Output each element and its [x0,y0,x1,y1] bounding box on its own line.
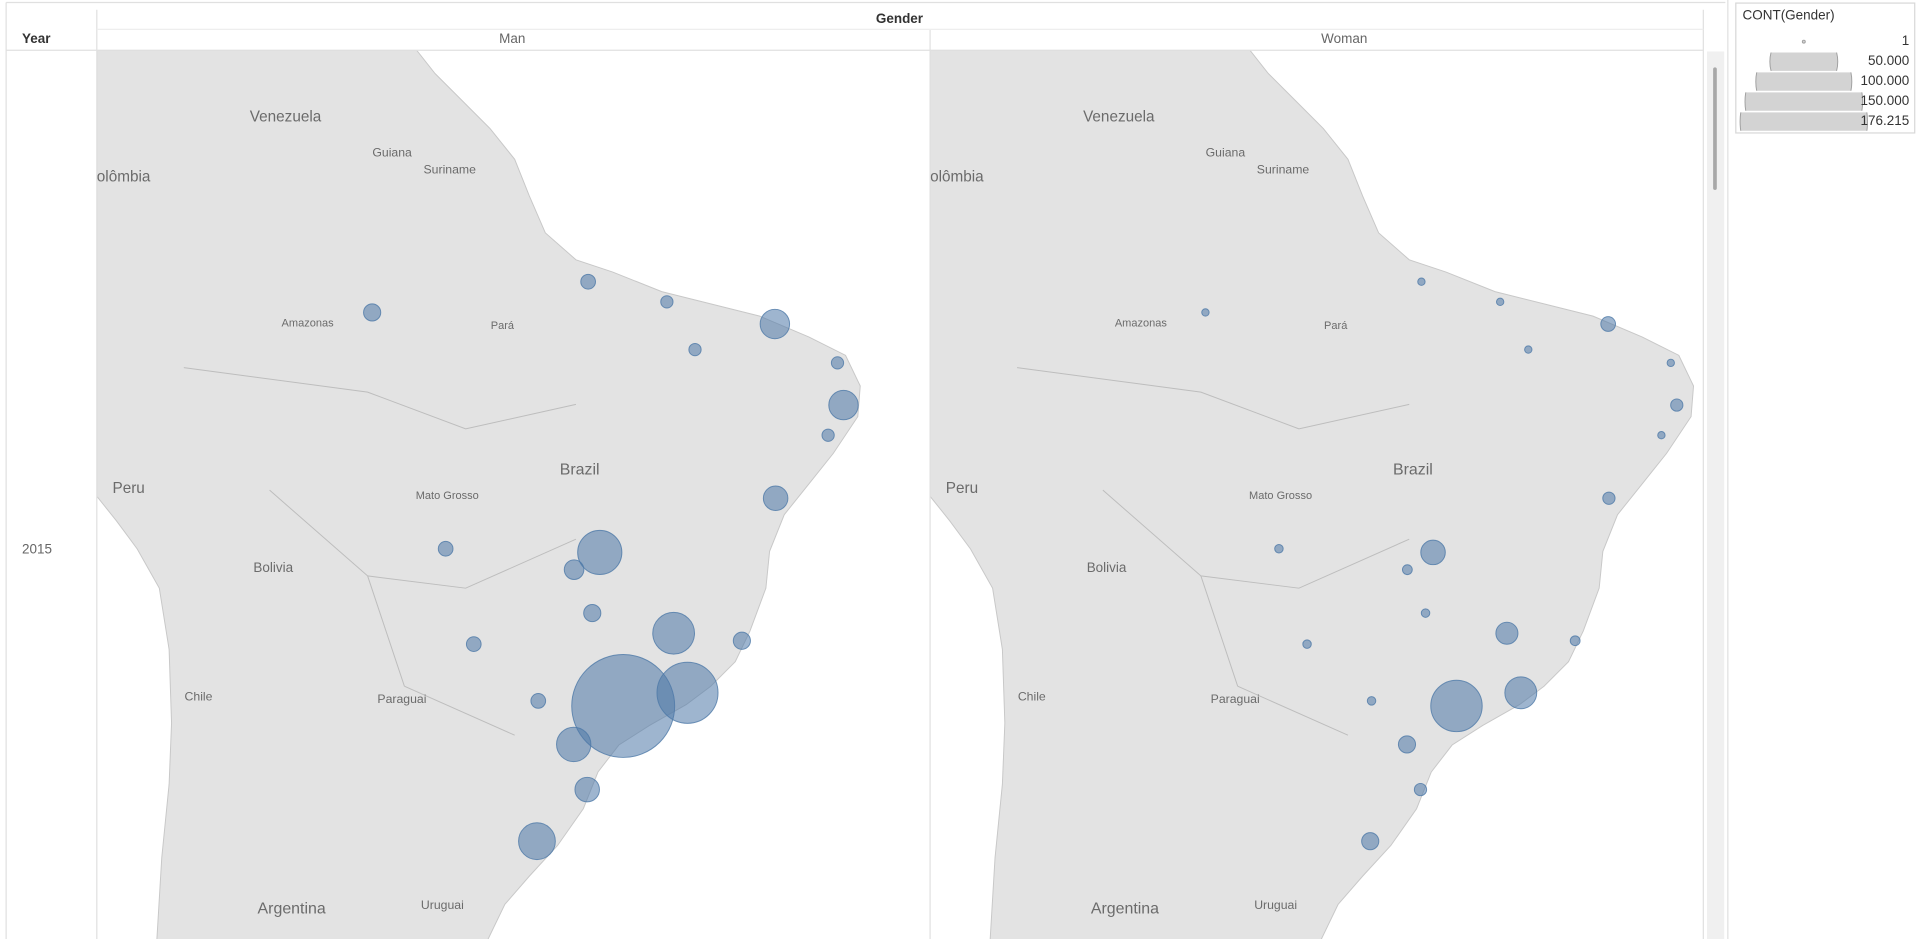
bubble [1420,539,1446,566]
map-label: Chile [1018,689,1046,703]
map-woman [930,50,1704,939]
legend-size-label: 176.215 [1861,113,1910,128]
bubble [1600,316,1617,332]
map-label: Brazil [1393,462,1433,479]
bubble [688,342,702,357]
map-label: olômbia [97,169,151,186]
map-label: Uruguai [421,898,464,912]
map-label: Chile [185,689,213,703]
bubble [1524,345,1533,354]
bubble [530,693,547,709]
bubble [656,661,719,724]
map-label: Suriname [1257,163,1310,177]
map-label: Pará [1324,320,1348,332]
bubble [363,303,382,322]
legend-size-mark [1801,39,1806,44]
map-man [96,50,931,939]
bubble [828,389,859,421]
bubble [563,559,585,580]
map-label: Bolivia [1087,560,1127,575]
map-label: Suriname [424,163,477,177]
legend-size-mark [1744,92,1864,111]
scrollbar-track[interactable] [1707,51,1725,939]
bubble [574,776,600,803]
column-header: Man [499,31,525,46]
bubble [1274,544,1284,554]
map-marks: Venezuela olômbia Guiana Suriname Amazonas Pa… [97,109,1684,917]
legend-size-label: 1 [1902,33,1910,48]
legend-size-mark [1769,52,1839,71]
bubble [821,428,835,442]
bubble [1361,832,1380,851]
map-label: Guiana [1206,145,1246,159]
map-label: olômbia [930,169,984,186]
bubble [583,604,602,623]
bubble [1417,277,1426,286]
legend-size-mark [1755,72,1853,91]
map-label: Brazil [560,462,600,479]
legend-size-label: 150.000 [1861,93,1910,108]
bubble [1302,639,1312,649]
bubble [652,611,696,655]
bubble [518,822,556,861]
map-label: Venezuela [1083,109,1155,126]
bubble [759,308,791,340]
column-field: Gender [876,11,924,26]
map-label: Pará [491,320,515,332]
bubble [580,273,596,290]
map-label: Paraguai [1211,692,1260,706]
bubble [1397,735,1417,754]
legend-size-label: 50.000 [1868,53,1909,68]
bubble [465,636,482,652]
row-field: Year [22,31,51,46]
legend-title: CONT(Gender) [1743,7,1835,22]
map-label: Amazonas [282,317,335,329]
map-label: Venezuela [250,109,322,126]
bubble [1569,635,1581,647]
map-label: Mato Grosso [1249,490,1312,502]
map-label: Argentina [1091,900,1159,917]
map-label: Argentina [258,900,326,917]
legend-size-label: 100.000 [1861,73,1910,88]
bubble [830,356,845,370]
bubble [1366,696,1377,706]
bubble [1420,608,1431,618]
bubble [1495,297,1505,307]
bubble [1401,564,1413,576]
legend-size-mark [1739,112,1869,131]
bubble [1430,679,1483,733]
map-label: Amazonas [1115,317,1168,329]
bubble [1504,676,1538,710]
bubble [437,540,454,557]
bubble [556,726,592,763]
bubble [1670,398,1684,412]
map-label: Uruguai [1254,898,1297,912]
map-label: Bolivia [253,560,293,575]
bubble [1495,621,1519,645]
bubble [732,631,751,650]
bubble [577,529,623,576]
map-label: Mato Grosso [416,490,479,502]
scrollbar-thumb[interactable] [1713,67,1717,190]
row-header: 2015 [22,542,52,557]
bubble [1201,308,1210,317]
map-label: Peru [113,480,145,497]
bubble [762,485,789,511]
map-label: Guiana [372,145,412,159]
column-header: Woman [1321,31,1367,46]
bubble [1413,782,1428,797]
bubble [660,295,674,309]
bubble [1602,491,1616,505]
bubble [1657,431,1666,440]
map-label: Paraguai [377,692,426,706]
map-label: Peru [946,480,978,497]
bubble [1666,358,1675,368]
